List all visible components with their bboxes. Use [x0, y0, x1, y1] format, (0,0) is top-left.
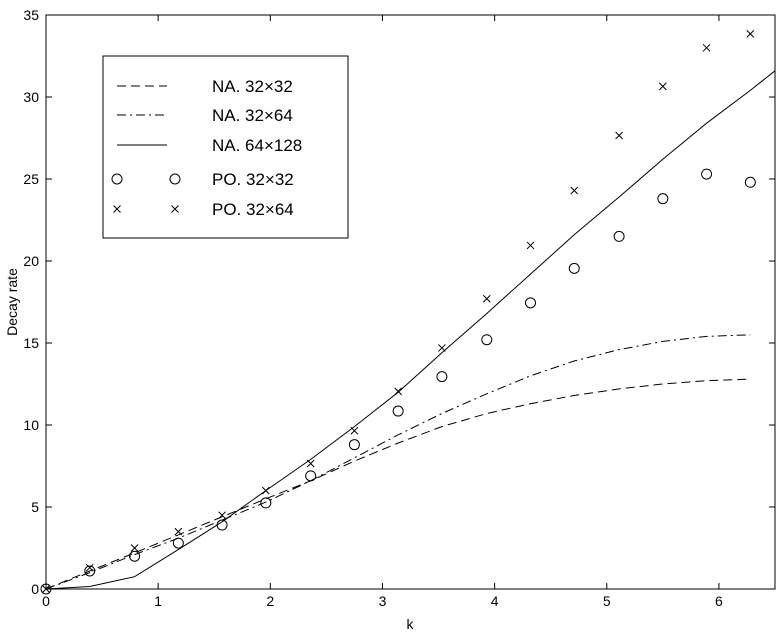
data-point-circle — [84, 565, 96, 577]
data-point-cross — [570, 186, 579, 195]
data-point-circle — [392, 405, 404, 417]
series-0 — [45, 378, 751, 590]
x-tick-label: 2 — [266, 593, 274, 609]
data-point-circle — [436, 371, 448, 383]
y-axis-label: Decay rate — [4, 268, 20, 336]
data-point-circle — [701, 168, 713, 180]
data-point-circle — [216, 519, 228, 531]
data-point-circle — [525, 297, 537, 309]
legend-samples — [111, 85, 181, 213]
data-point-cross — [438, 344, 446, 352]
y-tick-label: 0 — [31, 581, 39, 597]
x-tick-label: 5 — [603, 593, 611, 609]
series-3 — [40, 168, 756, 595]
y-tick-label: 20 — [23, 253, 39, 269]
legend: NA. 32×32 NA. 32×64 NA. 64×128 PO. 32×32… — [102, 55, 349, 239]
legend-box — [102, 55, 349, 239]
series-line — [45, 378, 751, 590]
data-point-cross — [42, 585, 50, 593]
y-tick-label: 10 — [23, 417, 39, 433]
data-point-cross — [174, 527, 183, 536]
x-axis-label: k — [407, 616, 415, 632]
data-point-cross — [130, 544, 139, 552]
data-point-circle — [568, 262, 580, 274]
x-tick-label: 1 — [154, 593, 162, 609]
series-line — [45, 70, 776, 590]
data-point-cross — [482, 294, 491, 303]
data-point-cross — [85, 563, 94, 572]
data-point-circle — [657, 193, 669, 205]
x-tick-label: 3 — [379, 593, 387, 609]
x-tick-label: 6 — [715, 593, 723, 609]
data-point-circle — [40, 583, 52, 595]
legend-sample-circle — [169, 173, 181, 185]
data-point-cross — [526, 241, 535, 250]
y-tick-label: 15 — [23, 335, 39, 351]
y-tick-label: 25 — [23, 171, 39, 187]
data-point-circle — [348, 439, 360, 451]
y-tick-label: 35 — [23, 7, 39, 23]
legend-label-na-32x32: NA. 32×32 — [212, 77, 293, 96]
legend-label-po-32x64: PO. 32×64 — [212, 200, 294, 219]
data-point-cross — [218, 511, 226, 520]
data-point-circle — [129, 550, 141, 562]
series-1 — [45, 334, 751, 590]
data-point-cross — [658, 82, 667, 91]
y-tick-label: 30 — [23, 89, 39, 105]
x-tick-label: 0 — [42, 593, 50, 609]
data-point-cross — [615, 131, 623, 140]
x-tick-label: 4 — [491, 593, 499, 609]
legend-label-na-32x64: NA. 32×64 — [212, 106, 293, 125]
data-point-cross — [394, 387, 403, 396]
data-point-cross — [306, 459, 315, 468]
data-point-circle — [744, 176, 756, 188]
series-4 — [42, 30, 755, 593]
data-point-cross — [350, 426, 359, 435]
series-layer — [40, 30, 776, 595]
series-2 — [45, 70, 776, 590]
data-point-circle — [305, 470, 317, 482]
legend-sample-cross — [113, 205, 121, 213]
data-point-circle — [260, 497, 272, 509]
series-line — [45, 334, 751, 590]
legend-sample-circle — [111, 173, 123, 185]
data-point-cross — [746, 30, 755, 38]
data-point-circle — [172, 537, 184, 549]
data-point-circle — [481, 334, 493, 346]
y-tick-label: 5 — [31, 499, 39, 515]
data-point-cross — [261, 486, 270, 495]
legend-sample-cross — [171, 205, 179, 213]
y-axis-ticks: 0 5 10 15 20 25 30 35 — [23, 7, 775, 597]
data-point-cross — [702, 43, 711, 52]
legend-label-po-32x32: PO. 32×32 — [212, 170, 294, 189]
legend-label-na-64x128: NA. 64×128 — [212, 136, 302, 155]
data-point-circle — [613, 230, 625, 242]
